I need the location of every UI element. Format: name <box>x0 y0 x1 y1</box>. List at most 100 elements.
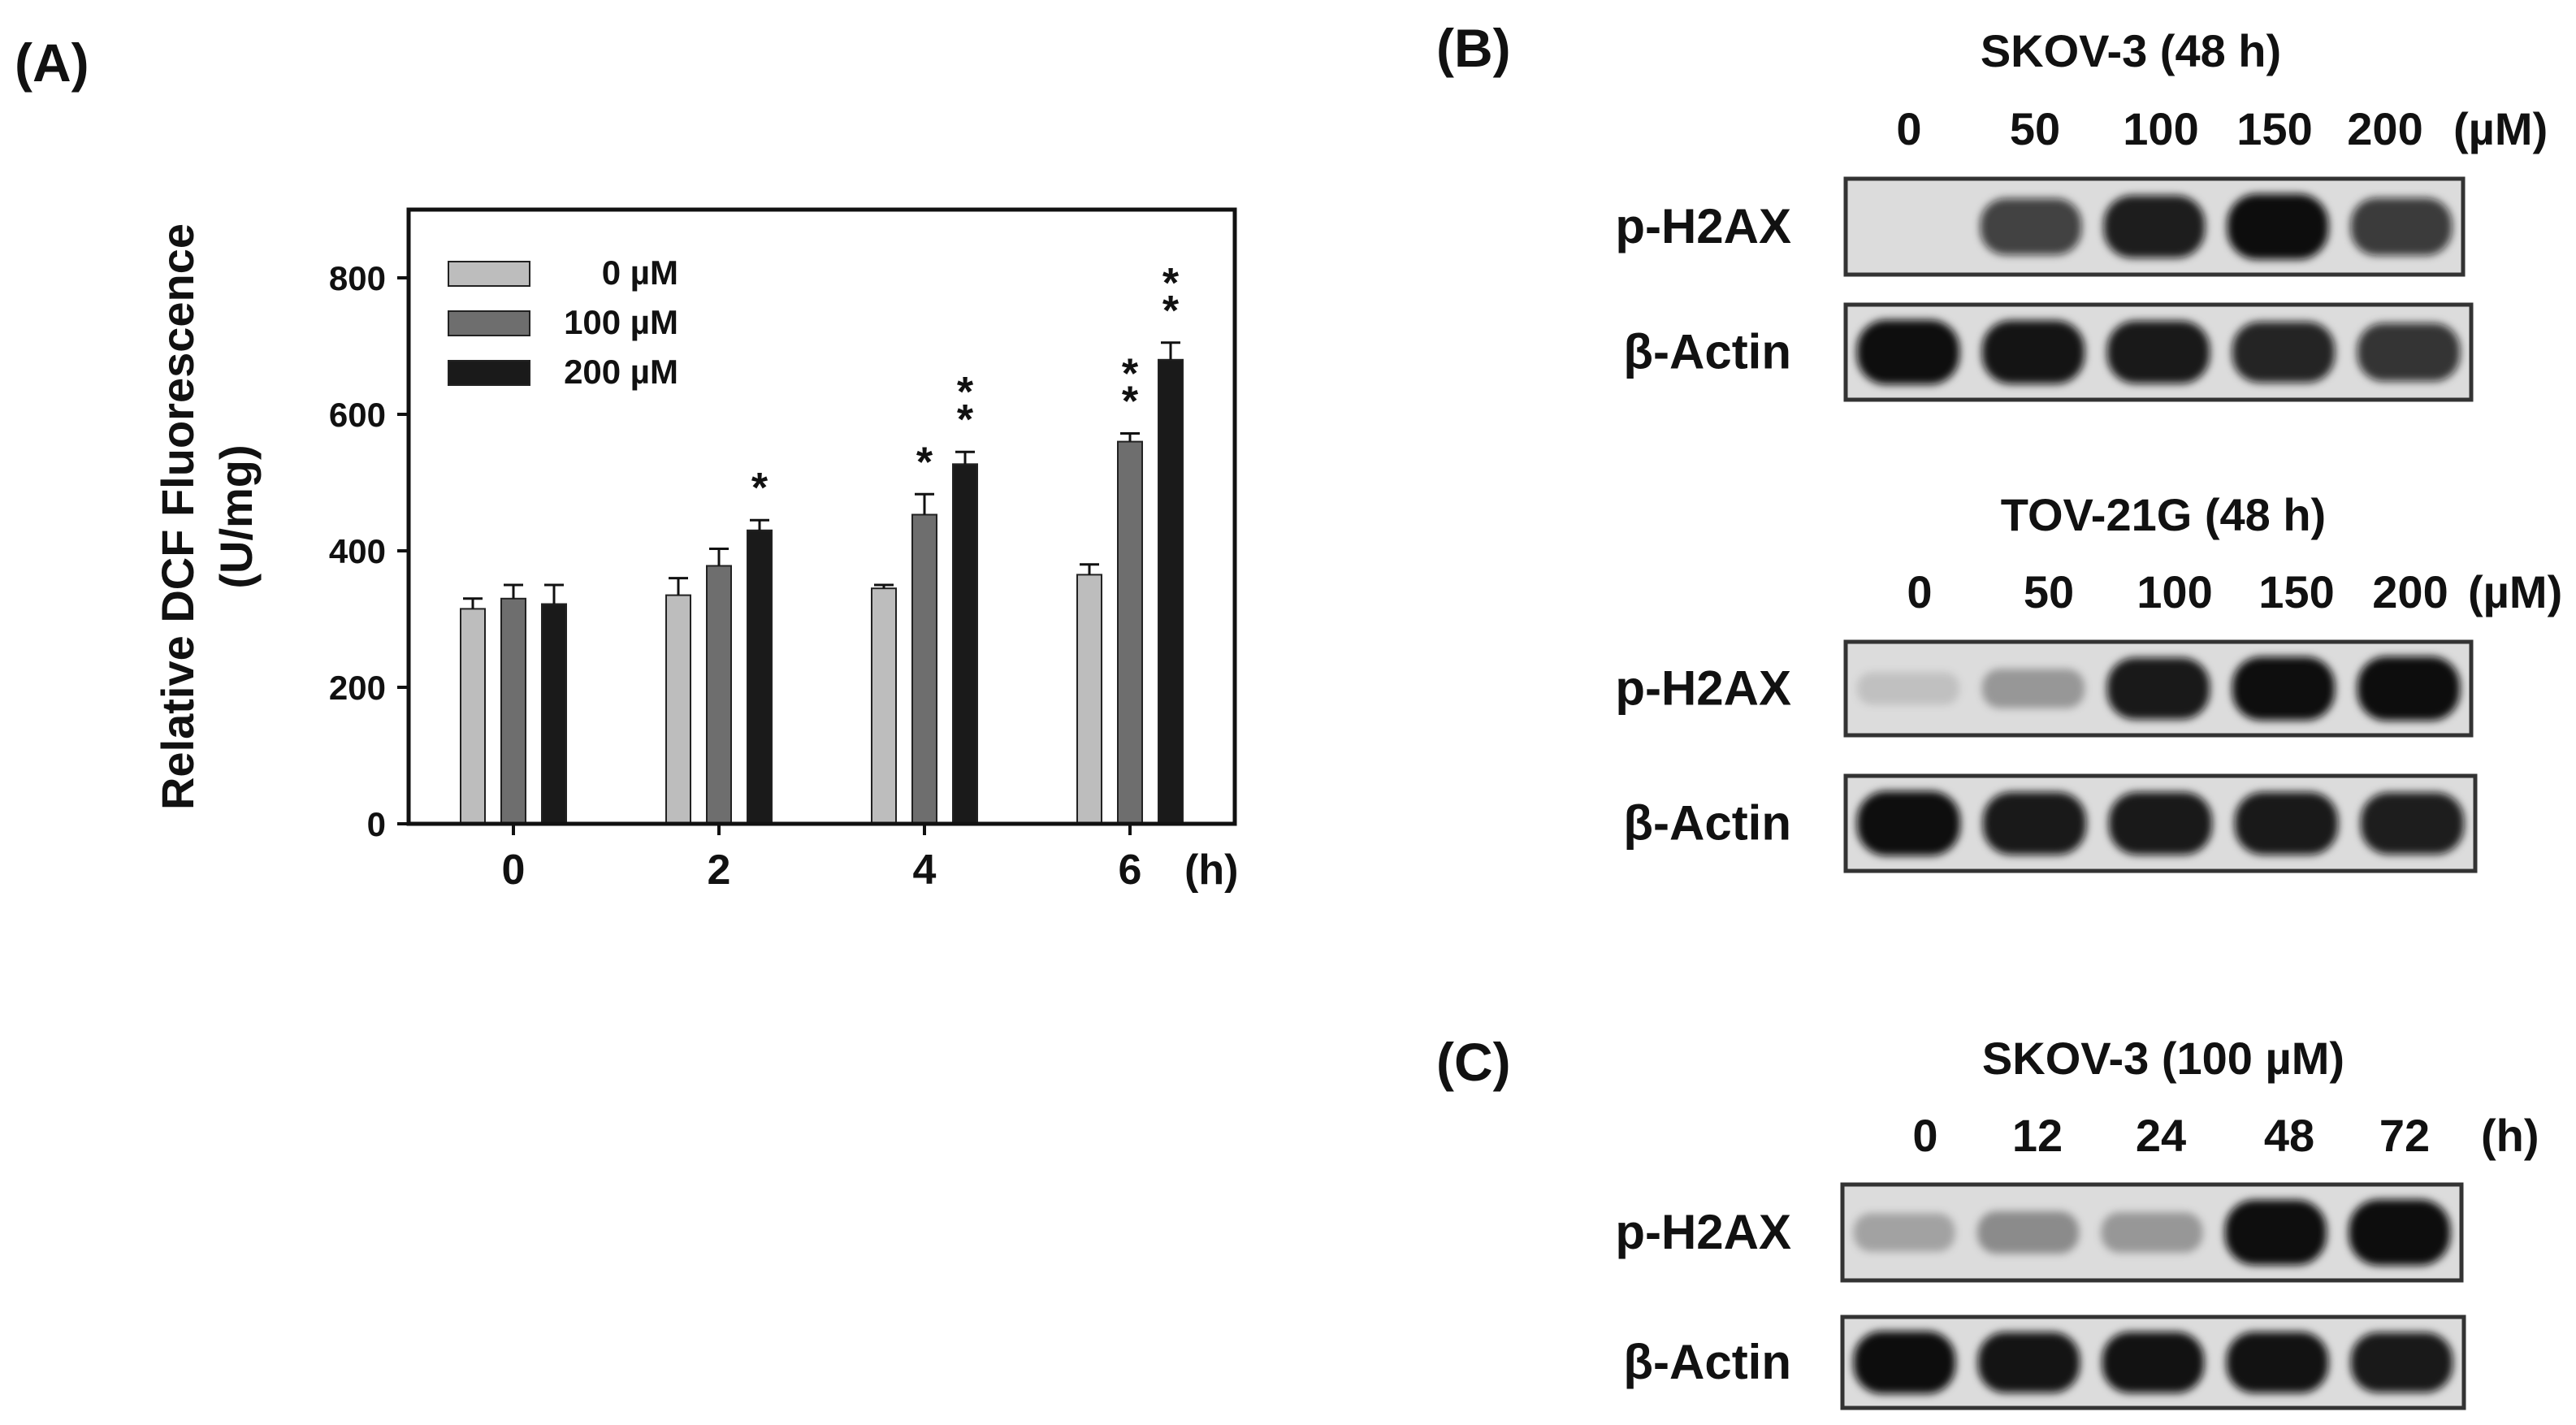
blot-band <box>1981 669 2085 708</box>
bar <box>1158 358 1184 825</box>
blot-band <box>2350 1332 2453 1393</box>
y-tick-label: 600 <box>329 396 386 434</box>
bar <box>1117 440 1143 825</box>
significance-mark: * <box>957 396 974 444</box>
blot-b1: TOV-21G (48 h) 0 50 100 150 200 (µM) p-H2AX β-Ac… <box>1615 489 2562 873</box>
blot-band <box>2224 1199 2327 1266</box>
lane-label: 12 <box>2012 1110 2063 1161</box>
blot-row-label: p-H2AX <box>1615 661 1791 716</box>
blot-band <box>1856 319 1960 385</box>
lane-label: 48 <box>2264 1110 2314 1161</box>
y-tick-label: 800 <box>329 259 386 297</box>
blot-title: SKOV-3 (48 h) <box>1981 25 2281 76</box>
blot-band <box>1853 1213 1955 1252</box>
lane-label: 24 <box>2136 1110 2186 1161</box>
panel-c-label: (C) <box>1436 1032 1511 1092</box>
blot-row-label: p-H2AX <box>1615 199 1791 253</box>
blot-band <box>2232 322 2336 383</box>
blot-band <box>2360 792 2465 855</box>
blot-band <box>1853 1331 1956 1394</box>
western-blots: SKOV-3 (48 h) 0 50 100 150 200 (µM) p-H2AX β-Act… <box>1615 25 2562 1410</box>
legend-label: 100 µM <box>564 303 678 341</box>
bar <box>1076 574 1102 825</box>
lane-label: 0 <box>1896 103 1921 154</box>
blot-band <box>1856 672 1960 705</box>
blot-row-label: β-Actin <box>1623 796 1791 851</box>
legend-swatch <box>448 261 530 287</box>
legend: 0 µM 100 µM 200 µM <box>448 253 678 391</box>
lane-label: 100 <box>2137 566 2212 617</box>
blot-band <box>2226 1332 2329 1393</box>
blot-b0: SKOV-3 (48 h) 0 50 100 150 200 (µM) p-H2AX β-Act… <box>1615 25 2548 402</box>
blot-row-label: β-Actin <box>1623 1335 1791 1389</box>
blot-band <box>2350 197 2453 256</box>
blot-band <box>2349 1199 2451 1266</box>
blot-band <box>2234 791 2339 855</box>
x-axis: 0 2 4 6 <box>502 824 1142 894</box>
lane-label: 0 <box>1912 1110 1937 1161</box>
x-tick-label: 4 <box>913 847 937 894</box>
lane-label: 150 <box>2258 566 2334 617</box>
lane-label: 200 <box>2347 103 2422 154</box>
blot-band <box>2106 657 2210 720</box>
lane-label: 50 <box>2010 103 2060 154</box>
legend-swatch <box>448 360 530 386</box>
blot-band <box>1981 320 2085 384</box>
y-tick-label: 200 <box>329 669 386 707</box>
blot-band <box>2357 323 2461 382</box>
bar <box>665 594 691 825</box>
panel-b-label: (B) <box>1436 18 1511 78</box>
lane-label: 0 <box>1907 566 1932 617</box>
x-axis-unit-label: (h) <box>1184 847 1238 894</box>
lane-label: 200 <box>2372 566 2448 617</box>
significance-mark: * <box>916 439 933 486</box>
significance-mark: * <box>751 465 768 512</box>
lane-label: 72 <box>2379 1110 2430 1161</box>
blot-band <box>2102 1332 2205 1393</box>
bar <box>871 587 897 825</box>
lane-unit-label: (µM) <box>2468 566 2562 617</box>
blot-band <box>1856 790 1961 856</box>
plot-frame <box>406 207 1237 826</box>
blot-band <box>2357 656 2461 721</box>
bar <box>911 513 937 825</box>
y-tick-label: 0 <box>367 805 386 843</box>
lane-label: 150 <box>2236 103 2312 154</box>
significance-mark: * <box>957 369 974 416</box>
blot-c0: SKOV-3 (100 µM) 0 12 24 48 72 (h) p-H2AX β-Actin <box>1615 1033 2539 1410</box>
x-tick-label: 0 <box>502 847 526 894</box>
blot-band <box>1977 1332 2080 1393</box>
bar <box>706 565 732 825</box>
panel-a-label: (A) <box>15 32 89 93</box>
blot-band <box>2101 1212 2203 1253</box>
lane-label: 100 <box>2123 103 2198 154</box>
significance-mark: * <box>1122 351 1139 398</box>
x-tick-label: 2 <box>708 847 731 894</box>
significance-mark: * <box>1162 288 1180 335</box>
y-tick-label: 400 <box>329 532 386 570</box>
legend-label: 0 µM <box>602 253 678 292</box>
blot-band <box>1980 198 2082 255</box>
chart-significance-marks: ******** <box>751 260 1180 512</box>
y-axis: 0 200 400 600 800 <box>329 259 409 843</box>
blot-band <box>2103 195 2206 258</box>
bar <box>747 529 773 825</box>
y-axis-title-line1: Relative DCF Fluorescence <box>152 223 203 810</box>
bar <box>541 603 567 825</box>
y-axis-title-line2: (U/mg) <box>210 444 262 588</box>
blot-band <box>2232 656 2336 721</box>
bar <box>500 597 526 825</box>
lane-label: 50 <box>2024 566 2074 617</box>
blot-band <box>1977 1211 2080 1254</box>
bar <box>952 463 978 825</box>
blot-row-label: β-Actin <box>1623 325 1791 379</box>
bar-chart: ******** 0 200 400 600 800 0 2 4 6 (h) 0 µM 100 … <box>152 207 1238 894</box>
blot-title: SKOV-3 (100 µM) <box>1982 1033 2344 1084</box>
blot-band <box>1982 791 2087 855</box>
blot-band <box>2227 193 2329 260</box>
legend-label: 200 µM <box>564 353 678 391</box>
blot-row-label: p-H2AX <box>1615 1205 1791 1259</box>
legend-swatch <box>448 310 530 336</box>
x-tick-label: 6 <box>1119 847 1142 894</box>
